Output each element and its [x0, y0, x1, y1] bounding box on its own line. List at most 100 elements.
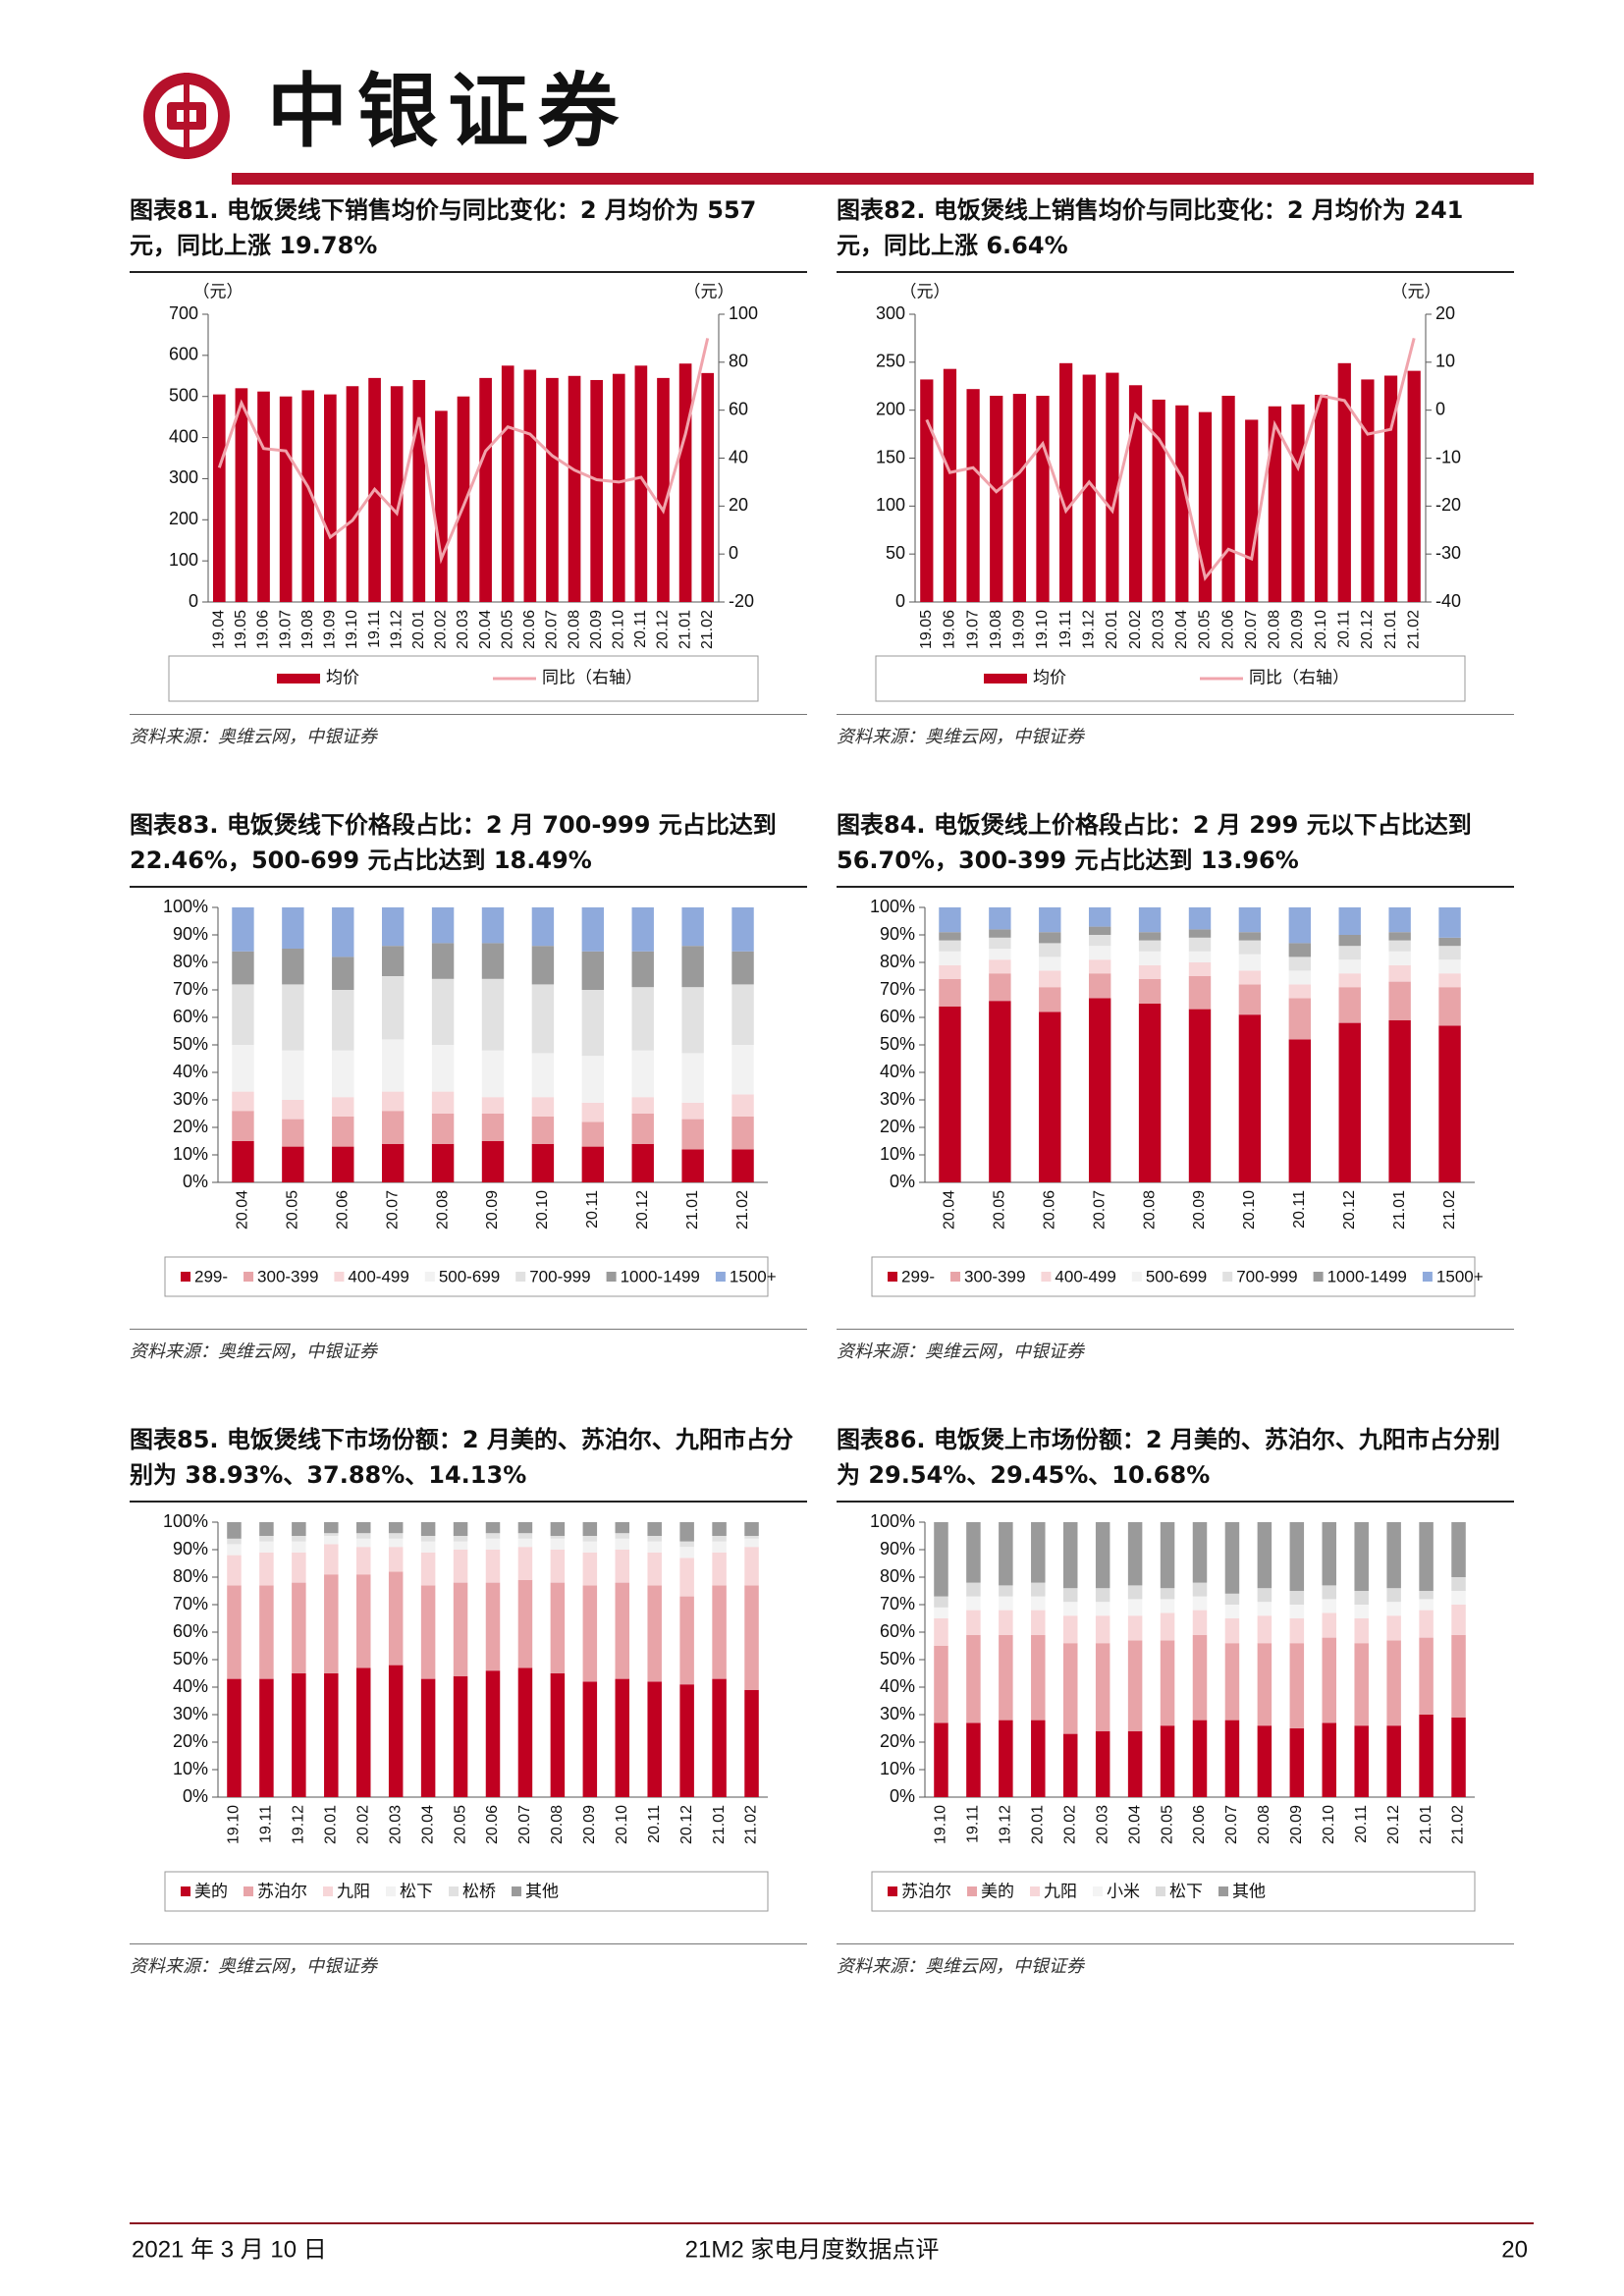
chart-source: 资料来源：奥维云网，中银证券: [837, 1329, 1514, 1363]
bar-segment: [332, 907, 354, 957]
bar-segment: [1088, 998, 1111, 1182]
chart: 0% 10% 20% 30% 40% 50% 60% 70% 80% 90% 100% 19.10 19…: [870, 1511, 1476, 1912]
x-tick-label: 20.04: [419, 1805, 436, 1844]
bar-segment: [485, 1522, 501, 1534]
x-tick-label: 19.11: [258, 1805, 275, 1843]
bar-segment: [679, 1522, 694, 1542]
bar-segment: [481, 1141, 505, 1182]
legend-swatch: [277, 674, 320, 683]
bar-segment: [232, 984, 254, 1045]
bar: [324, 394, 337, 602]
x-tick-label: 20.05: [499, 610, 515, 649]
bar-segment: [1238, 1014, 1262, 1182]
bar-segment: [388, 1538, 404, 1548]
x-tick-label: 21.01: [1391, 1190, 1408, 1230]
x-tick-label: 20.09: [1191, 1190, 1208, 1230]
x-tick-label: 20.08: [566, 610, 582, 649]
bar-segment: [581, 1056, 605, 1103]
bar-segment: [966, 1634, 981, 1723]
bar-segment: [531, 946, 555, 985]
bar-segment: [1188, 937, 1212, 952]
bar-segment: [1192, 1522, 1208, 1583]
bar-segment: [1419, 1715, 1434, 1797]
bar-segment: [453, 1541, 468, 1550]
legend-label: 299-: [901, 1267, 935, 1285]
bar-segment: [381, 1091, 405, 1112]
x-tick-label: 20.11: [1353, 1805, 1370, 1843]
bar-segment: [1224, 1643, 1240, 1721]
legend-swatch: [1093, 1886, 1103, 1896]
bar-segment: [282, 984, 304, 1051]
y-tick-label: 40%: [880, 1676, 915, 1696]
bar-segment: [1224, 1522, 1240, 1594]
bar-segment: [531, 1053, 555, 1098]
x-tick-label: 19.07: [964, 610, 981, 649]
bar-segment: [453, 1536, 468, 1542]
bar-segment: [227, 1678, 242, 1797]
bar: [1175, 405, 1189, 602]
bar-segment: [582, 1541, 598, 1553]
bar-segment: [227, 1544, 242, 1556]
y-unit: （元）: [193, 282, 244, 301]
x-tick-label: 20.08: [549, 1805, 566, 1844]
bar: [1337, 362, 1351, 602]
bar-segment: [292, 1582, 306, 1673]
bar: [1152, 399, 1165, 602]
y-tick-label: 100: [169, 550, 198, 570]
y-tick-label: 70%: [880, 979, 915, 999]
bar-segment: [582, 1536, 598, 1542]
x-tick-label: 20.04: [235, 1190, 251, 1230]
bar-segment: [481, 1114, 505, 1141]
bar-segment: [453, 1522, 468, 1536]
chart-title: 图表83. 电饭煲线下价格段占比：2 月 700-999 元占比达到 22.46…: [130, 807, 807, 888]
bar-segment: [332, 990, 354, 1051]
bar-segment: [631, 1143, 654, 1182]
bar-segment: [259, 1541, 274, 1553]
x-tick-label: 20.07: [1243, 610, 1260, 649]
bar-segment: [1419, 1522, 1434, 1591]
y-tick-label: 10%: [880, 1759, 915, 1778]
legend-swatch: [181, 1886, 190, 1896]
bar-segment: [999, 1634, 1013, 1721]
bar-segment: [1354, 1605, 1369, 1618]
x-tick-label: 20.12: [1341, 1190, 1358, 1230]
legend-label: 小米: [1107, 1882, 1140, 1900]
bar-segment: [1238, 932, 1262, 941]
legend-label: 400-499: [348, 1267, 408, 1285]
bar-segment: [550, 1673, 566, 1797]
y-tick-label: 80%: [173, 952, 208, 971]
x-tick-label: 20.08: [434, 1190, 451, 1230]
x-tick-label: 20.06: [521, 610, 538, 649]
y-unit: （元）: [900, 282, 950, 301]
bar-segment: [420, 1678, 436, 1797]
x-tick-label: 20.02: [433, 610, 450, 649]
y-tick-label: 30%: [173, 1089, 208, 1109]
legend-label: 1500+: [1436, 1267, 1484, 1285]
bar-segment: [1188, 962, 1212, 976]
bar-segment: [381, 1039, 405, 1092]
chart-panel: 图表83. 电饭煲线下价格段占比：2 月 700-999 元占比达到 22.46…: [130, 807, 807, 1363]
bar-segment: [227, 1522, 242, 1539]
bar: [523, 369, 537, 602]
y2-tick-label: -30: [1435, 543, 1461, 563]
bar-segment: [332, 1116, 354, 1147]
legend-swatch: [606, 1272, 617, 1282]
legend-swatch: [967, 1886, 977, 1896]
x-tick-label: 20.07: [1223, 1805, 1240, 1844]
bar-segment: [1438, 959, 1461, 974]
bar-segment: [381, 907, 405, 947]
y2-unit: （元）: [1391, 282, 1441, 301]
bar-segment: [631, 1050, 654, 1098]
bar-segment: [647, 1552, 662, 1586]
legend: [875, 655, 1466, 702]
x-tick-label: 20.02: [1127, 610, 1144, 649]
x-tick-label: 20.03: [455, 610, 471, 649]
bar-segment: [431, 978, 455, 1045]
bar-segment: [939, 932, 961, 941]
y2-tick-label: -40: [1435, 591, 1461, 611]
bar-segment: [381, 1143, 405, 1182]
x-tick-label: 20.10: [614, 1805, 630, 1844]
bar-segment: [989, 959, 1011, 974]
bar-segment: [744, 1538, 759, 1548]
